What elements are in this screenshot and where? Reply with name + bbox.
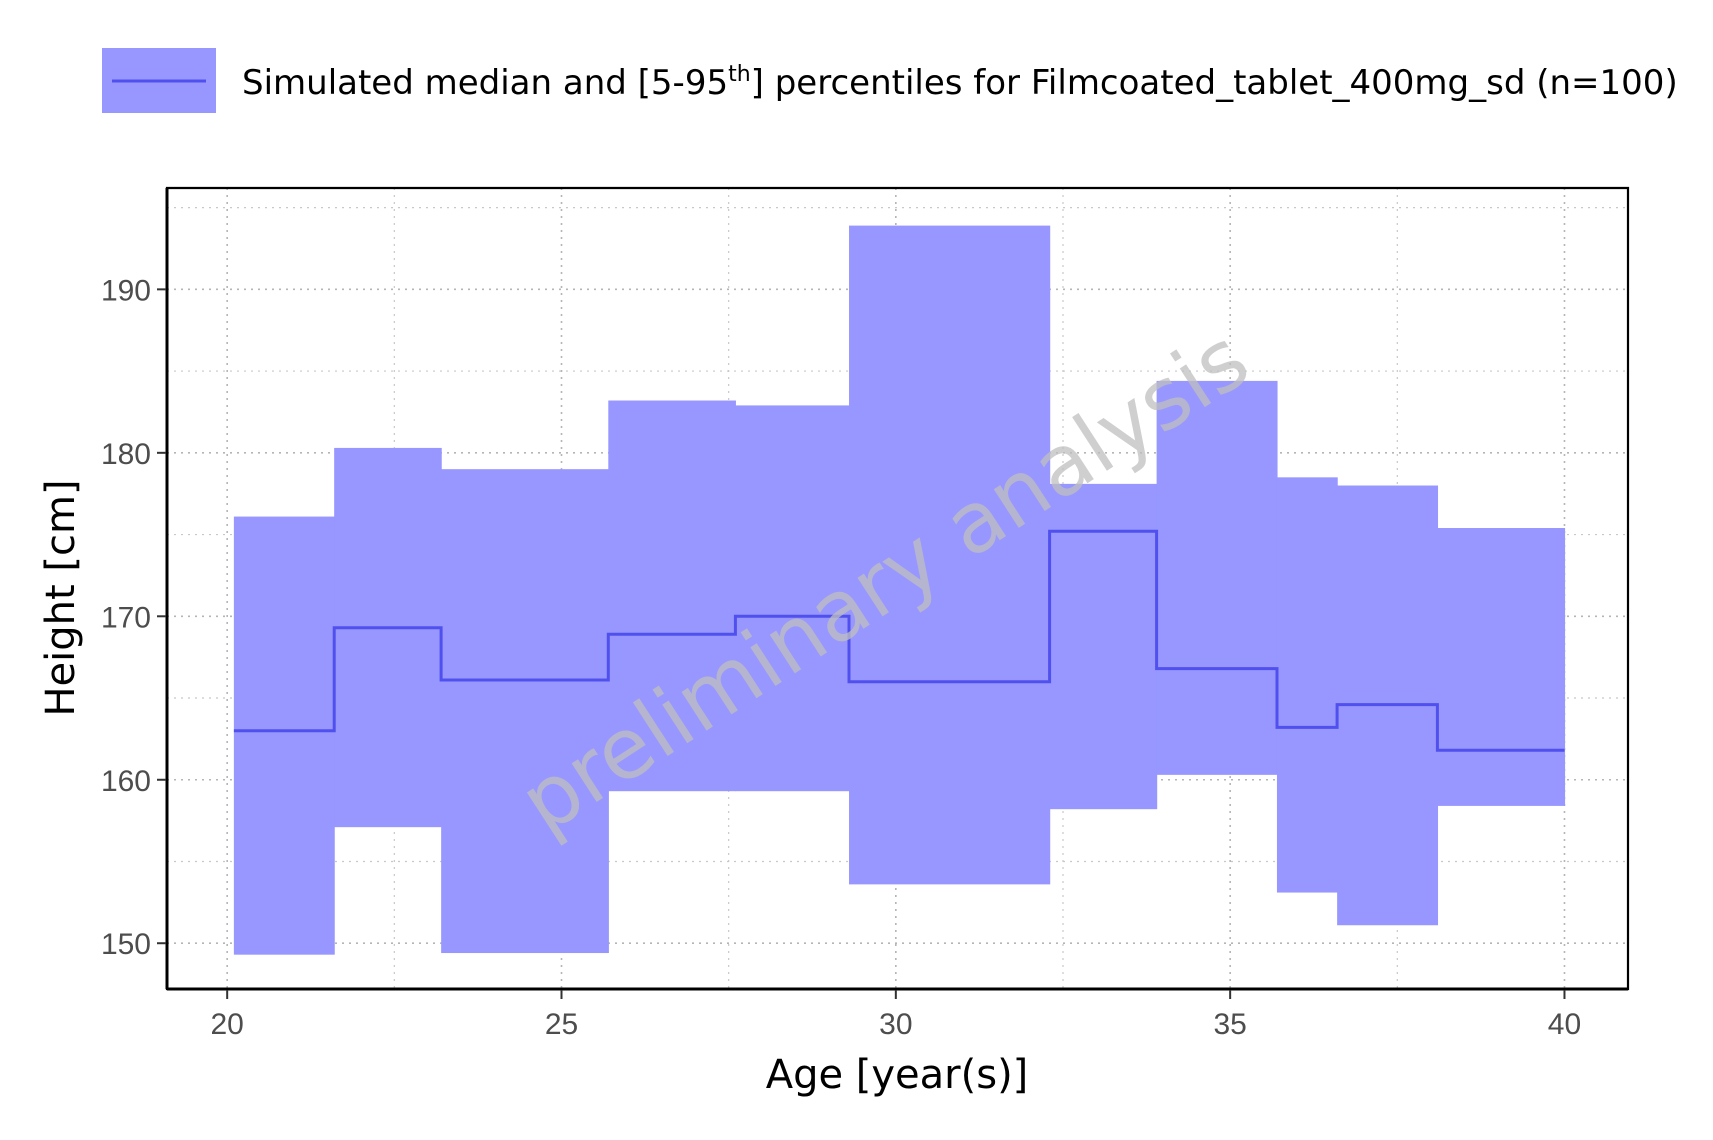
band-bin-4 xyxy=(608,400,736,792)
band-bin-2 xyxy=(334,447,442,828)
y-tick-label: 160 xyxy=(101,765,151,798)
y-axis-ticks: 150 160 170 180 190 xyxy=(101,274,166,961)
band-bin-5 xyxy=(735,405,850,792)
legend-label-prefix: Simulated median and [5-95 xyxy=(242,63,728,103)
y-tick-label: 180 xyxy=(101,438,151,471)
y-tick-label: 150 xyxy=(101,928,151,961)
x-tick-label: 40 xyxy=(1548,1008,1581,1041)
legend-label: Simulated median and [5-95th] percentile… xyxy=(242,62,1678,103)
x-axis-title: Age [year(s)] xyxy=(766,1052,1029,1098)
x-tick-label: 20 xyxy=(210,1008,243,1041)
band-bin-1 xyxy=(233,516,335,955)
band-bin-9 xyxy=(1276,477,1338,893)
y-axis-title: Height [cm] xyxy=(38,479,84,716)
median-line xyxy=(233,529,1565,752)
y-tick-label: 170 xyxy=(101,601,151,634)
band-bin-7 xyxy=(1049,483,1158,810)
x-tick-label: 25 xyxy=(545,1008,578,1041)
percentile-band xyxy=(233,225,1566,955)
y-tick-label: 190 xyxy=(101,274,151,307)
band-bin-3 xyxy=(441,469,609,954)
x-axis-ticks: 20 25 30 35 40 xyxy=(210,990,1581,1041)
x-tick-label: 30 xyxy=(879,1008,912,1041)
legend: Simulated median and [5-95th] percentile… xyxy=(102,48,1678,113)
band-bin-11 xyxy=(1437,528,1566,806)
x-tick-label: 35 xyxy=(1213,1008,1246,1041)
median-step-path xyxy=(233,529,1565,752)
band-bin-8 xyxy=(1156,380,1278,775)
band-bin-6 xyxy=(849,225,1051,885)
legend-label-suffix: ] percentiles for Filmcoated_tablet_400m… xyxy=(751,63,1678,103)
plot-panel: preliminary analysis xyxy=(165,186,1630,991)
legend-label-superscript: th xyxy=(728,62,751,87)
